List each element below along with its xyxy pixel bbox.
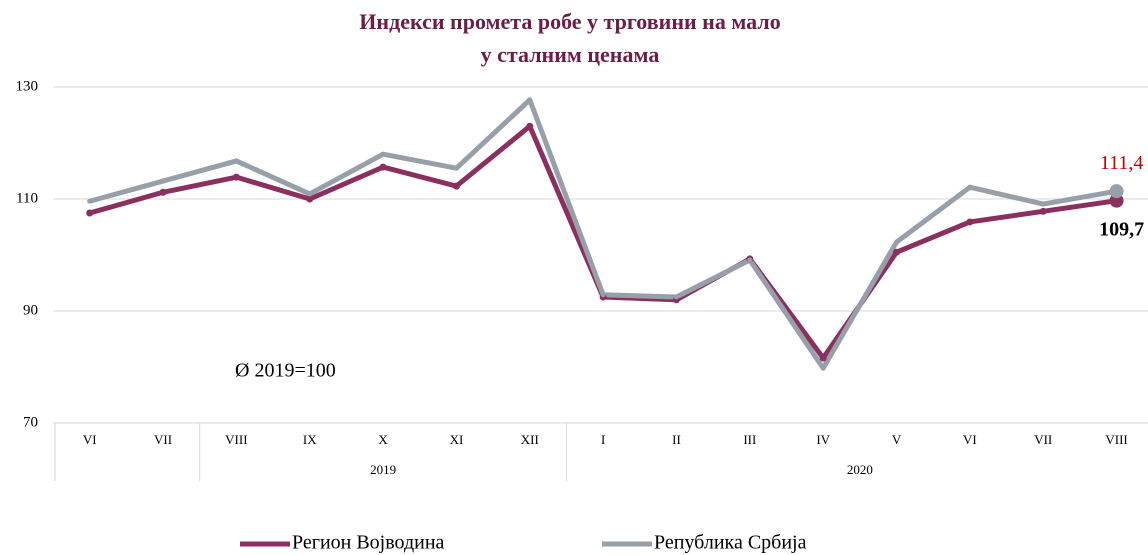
x-tick-label: VIII	[1105, 432, 1127, 447]
point	[527, 97, 533, 103]
point	[86, 209, 94, 217]
point	[306, 195, 314, 203]
x-tick-label: VI	[83, 432, 97, 447]
point	[160, 178, 166, 184]
x-tick-label: II	[672, 432, 681, 447]
point	[87, 198, 93, 204]
point	[967, 184, 973, 190]
point	[526, 122, 534, 130]
x-tick-label: VI	[963, 432, 977, 447]
x-tick-label: III	[743, 432, 756, 447]
point	[819, 354, 827, 362]
annotation: Ø 2019=100	[235, 360, 336, 382]
value-label: 111,4	[1100, 152, 1144, 174]
point	[673, 294, 679, 300]
point	[1039, 207, 1047, 215]
y-tick-label: 130	[16, 78, 39, 94]
point	[307, 191, 313, 197]
point	[1040, 201, 1046, 207]
chart-subtitle: у сталним ценама	[481, 42, 660, 67]
point	[232, 173, 240, 181]
x-tick-label: X	[378, 432, 388, 447]
value-label: 109,7	[1099, 218, 1144, 240]
point	[600, 292, 606, 298]
x-tick-label: IX	[303, 432, 317, 447]
x-tick-label: VII	[1034, 432, 1052, 447]
point	[893, 248, 901, 256]
series-line	[89, 97, 1118, 371]
x-tick-label: V	[892, 432, 902, 447]
x-tick-label: VIII	[225, 432, 247, 447]
point	[820, 365, 826, 371]
x-tick-label: XI	[450, 432, 464, 447]
point	[894, 239, 900, 245]
y-tick-label: 110	[16, 190, 38, 206]
point	[159, 188, 167, 196]
group-label: 2019	[370, 462, 396, 477]
point	[1109, 184, 1124, 199]
point	[966, 218, 974, 226]
point	[379, 163, 387, 171]
x-tick-label: VII	[154, 432, 172, 447]
legend-label: Регион Војводина	[292, 532, 445, 554]
legend-label: Република Србија	[654, 532, 807, 554]
y-tick-label: 90	[23, 302, 38, 318]
point	[747, 257, 753, 263]
x-tick-label: I	[601, 432, 605, 447]
x-tick-label: XII	[521, 432, 539, 447]
point	[452, 182, 460, 190]
chart-title: Индекси промета робе у трговини на мало	[359, 9, 780, 34]
group-label: 2020	[847, 462, 873, 477]
point	[453, 165, 459, 171]
x-tick-label: IV	[816, 432, 830, 447]
y-tick-label: 70	[23, 414, 38, 430]
series-line	[88, 123, 1117, 361]
point	[380, 151, 386, 157]
point	[233, 158, 239, 164]
